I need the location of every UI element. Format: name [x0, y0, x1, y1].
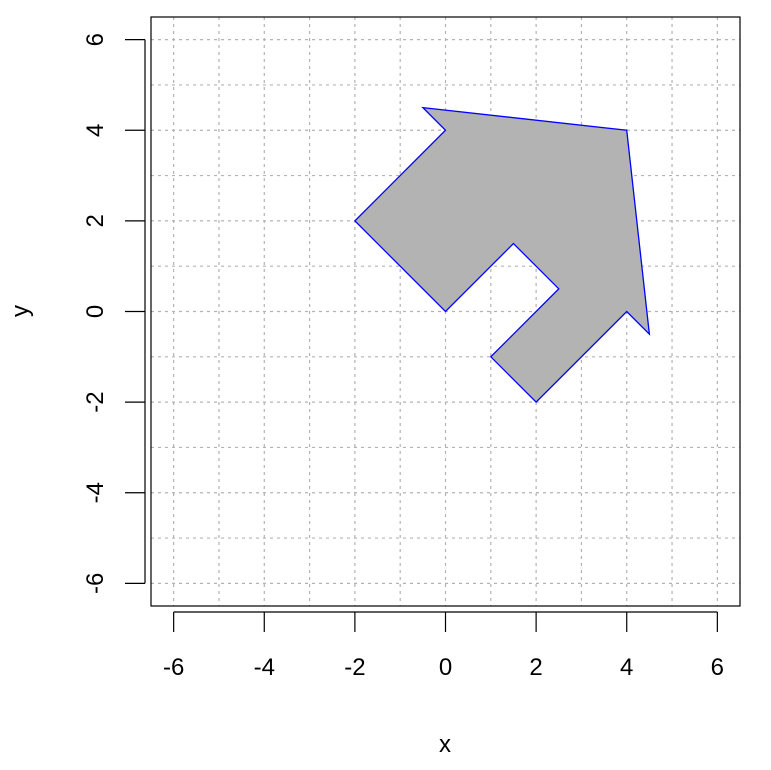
x-axis: -6 -4 -2 0 2 4 6: [163, 611, 724, 681]
y-tick-label: 2: [82, 214, 109, 227]
x-axis-title: x: [439, 731, 451, 758]
x-tick-label: -4: [254, 654, 275, 681]
grid-layer: [151, 17, 740, 606]
x-tick-label: 6: [711, 654, 724, 681]
plot-frame: [150, 16, 741, 607]
polygon-layer: [353, 106, 651, 404]
y-tick-label: -2: [82, 391, 109, 412]
x-tick-label: 0: [439, 654, 452, 681]
arrow-polygon: [353, 106, 651, 404]
y-tick-label: 4: [82, 124, 109, 137]
y-axis-title: y: [7, 305, 34, 317]
y-tick-label: 6: [82, 33, 109, 46]
y-axis: -6 -4 -2 0 2 4 6: [82, 33, 146, 594]
x-tick-label: 2: [529, 654, 542, 681]
x-tick-label: 4: [620, 654, 633, 681]
x-tick-label: -6: [163, 654, 184, 681]
y-tick-label: -4: [82, 482, 109, 503]
x-tick-label: -2: [344, 654, 365, 681]
y-tick-label: 0: [82, 305, 109, 318]
y-tick-label: -6: [82, 573, 109, 594]
